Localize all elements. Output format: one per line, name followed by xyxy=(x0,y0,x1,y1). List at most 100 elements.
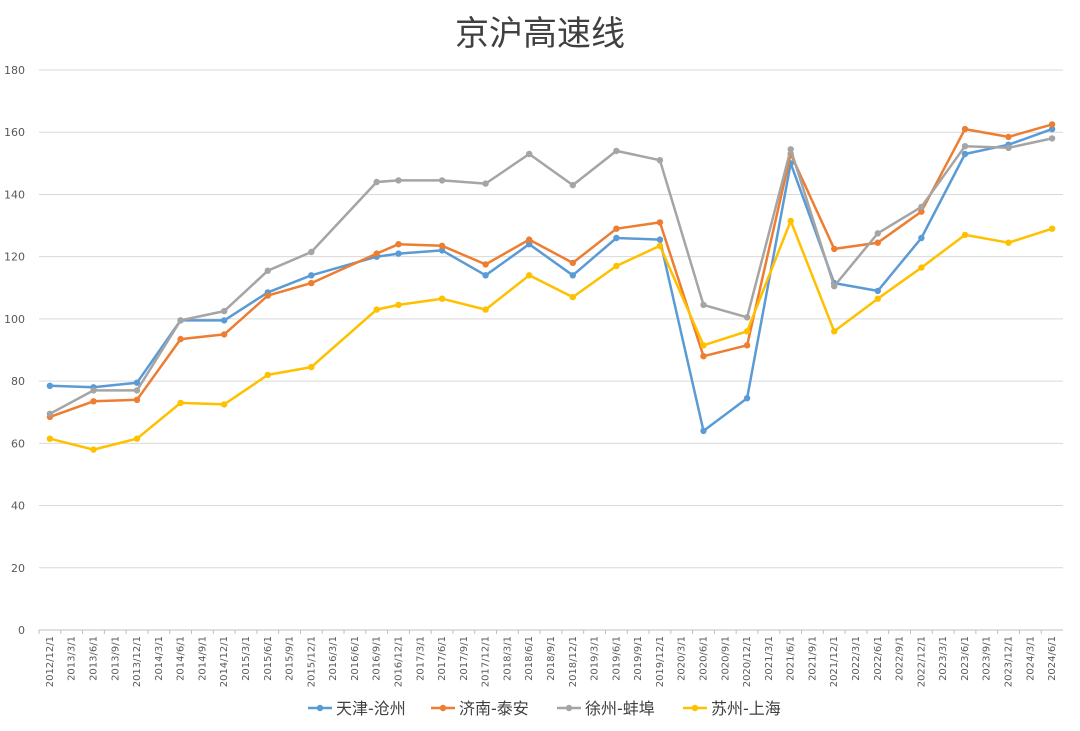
data-point xyxy=(1005,133,1012,141)
data-point xyxy=(482,261,489,268)
data-point xyxy=(133,379,141,386)
legend-item[interactable]: 徐州-蚌埠 xyxy=(557,699,655,718)
x-tick-label: 2014/9/1 xyxy=(197,636,208,681)
data-point xyxy=(874,239,881,246)
y-tick-label: 100 xyxy=(4,313,25,326)
data-point xyxy=(526,241,533,248)
data-point xyxy=(395,250,402,257)
x-tick-label: 2021/6/1 xyxy=(786,636,797,681)
x-tick-label: 2023/3/1 xyxy=(938,636,949,681)
data-point xyxy=(743,342,751,349)
data-point xyxy=(874,230,881,237)
legend: 天津-沧州 济南-泰安 徐州-蚌埠 苏州-上海 xyxy=(308,699,781,718)
x-axis-tick-labels: 2012/12/1 2013/3/1 2013/6/1 2013/9/1 2013/12… xyxy=(45,636,1058,687)
legend-swatch-marker xyxy=(439,704,447,712)
x-tick-label: 2013/6/1 xyxy=(88,636,99,681)
x-tick-label: 2020/12/1 xyxy=(742,636,753,687)
data-point xyxy=(373,306,380,313)
data-point xyxy=(133,435,141,442)
series-3 xyxy=(46,135,1056,417)
data-point xyxy=(961,231,969,239)
y-axis-tick-labels: 0 20 40 60 80 100 120 140 160 180 xyxy=(4,64,25,637)
data-point xyxy=(918,264,925,271)
data-point xyxy=(831,283,838,290)
legend-label: 苏州-上海 xyxy=(711,699,781,718)
x-tick-label: 2013/9/1 xyxy=(110,636,121,681)
x-tick-label: 2021/3/1 xyxy=(764,636,775,681)
data-point xyxy=(90,398,97,405)
data-point xyxy=(700,301,707,309)
x-tick-label: 2019/12/1 xyxy=(655,636,666,687)
y-tick-label: 40 xyxy=(11,500,25,513)
x-tick-label: 2020/3/1 xyxy=(677,636,688,681)
legend-label: 济南-泰安 xyxy=(459,699,529,718)
x-tick-label: 2020/6/1 xyxy=(699,636,710,681)
x-tick-label: 2016/3/1 xyxy=(328,636,339,681)
data-point xyxy=(221,307,228,315)
data-point xyxy=(133,387,141,394)
x-tick-label: 2012/12/1 xyxy=(45,636,56,687)
series-line xyxy=(48,127,1054,433)
x-tick-label: 2019/9/1 xyxy=(633,636,644,681)
x-tick-label: 2023/12/1 xyxy=(1004,636,1015,687)
y-tick-label: 120 xyxy=(4,251,25,264)
data-point xyxy=(438,295,446,302)
data-point xyxy=(395,241,402,248)
data-point xyxy=(613,262,620,270)
y-tick-label: 20 xyxy=(11,562,25,575)
data-point xyxy=(438,177,446,184)
y-tick-label: 160 xyxy=(4,126,25,139)
data-point xyxy=(308,363,315,371)
x-tick-label: 2014/6/1 xyxy=(176,636,187,681)
data-point xyxy=(569,181,576,189)
series-4 xyxy=(46,217,1056,453)
legend-swatch-marker xyxy=(691,704,699,712)
x-tick-label: 2022/12/1 xyxy=(916,636,927,687)
data-point xyxy=(787,146,794,153)
data-point xyxy=(482,272,489,279)
y-tick-label: 80 xyxy=(11,375,25,388)
data-point xyxy=(482,306,489,313)
legend-item[interactable]: 苏州-上海 xyxy=(683,699,781,718)
data-point xyxy=(373,250,380,257)
data-point xyxy=(526,272,533,279)
data-point xyxy=(1048,135,1056,142)
series-line xyxy=(48,219,1054,451)
x-tick-label: 2024/3/1 xyxy=(1025,636,1036,681)
data-point xyxy=(569,272,576,279)
x-tick-label: 2018/6/1 xyxy=(524,636,535,681)
x-tick-label: 2015/9/1 xyxy=(285,636,296,681)
data-point xyxy=(569,259,576,267)
data-point xyxy=(177,335,184,343)
data-point xyxy=(221,401,228,408)
data-point xyxy=(743,314,751,321)
data-point xyxy=(613,147,620,155)
data-point xyxy=(46,435,54,442)
gridlines xyxy=(38,69,1063,634)
x-tick-label: 2015/12/1 xyxy=(306,636,317,687)
data-point xyxy=(700,353,707,360)
y-tick-label: 140 xyxy=(4,188,25,201)
data-point xyxy=(46,382,54,389)
x-tick-label: 2022/6/1 xyxy=(873,636,884,681)
data-point xyxy=(395,301,402,309)
series-line xyxy=(48,123,1054,419)
data-point xyxy=(874,287,881,295)
data-point xyxy=(264,292,271,299)
legend-swatch-marker xyxy=(565,704,573,712)
data-point xyxy=(133,396,141,403)
x-tick-label: 2022/9/1 xyxy=(895,636,906,681)
legend-item[interactable]: 天津-沧州 xyxy=(308,699,406,718)
x-tick-label: 2017/3/1 xyxy=(415,636,426,681)
x-tick-label: 2013/3/1 xyxy=(67,636,78,681)
legend-item[interactable]: 济南-泰安 xyxy=(431,699,529,718)
data-point xyxy=(1048,125,1056,133)
data-point xyxy=(961,143,969,150)
x-tick-label: 2020/9/1 xyxy=(720,636,731,681)
data-point xyxy=(1048,225,1056,232)
chart-title: 京沪高速线 xyxy=(455,14,625,54)
x-tick-label: 2021/9/1 xyxy=(807,636,818,681)
x-tick-label: 2024/6/1 xyxy=(1047,636,1058,681)
x-tick-label: 2017/6/1 xyxy=(437,636,448,681)
data-point xyxy=(221,317,228,324)
